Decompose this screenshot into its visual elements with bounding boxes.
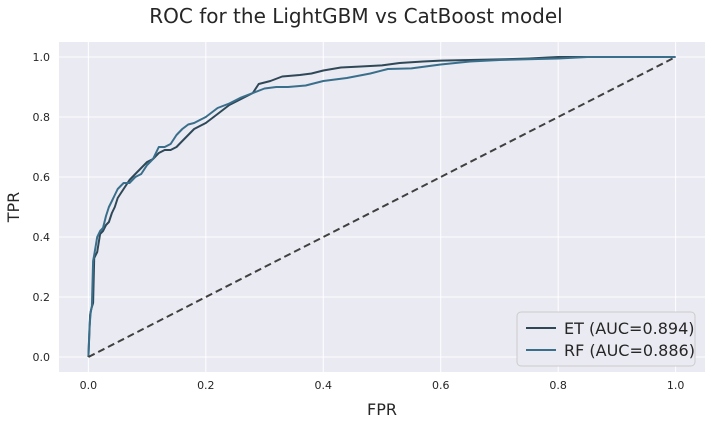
x-tick-label: 0.4 xyxy=(315,379,333,392)
chart-title: ROC for the LightGBM vs CatBoost model xyxy=(149,4,563,28)
legend: ET (AUC=0.894) RF (AUC=0.886) xyxy=(516,311,696,367)
y-axis-label: TPR xyxy=(4,192,23,224)
x-tick-label: 0.6 xyxy=(432,379,450,392)
y-tick-label: 0.0 xyxy=(33,351,51,364)
legend-box xyxy=(516,311,696,367)
y-tick-label: 0.8 xyxy=(33,111,51,124)
series-line-2 xyxy=(87,56,676,358)
x-tick-label: 0.8 xyxy=(549,379,567,392)
series-line-1 xyxy=(87,56,676,358)
legend-label: ET (AUC=0.894) xyxy=(564,319,695,338)
y-tick-label: 0.2 xyxy=(33,291,51,304)
x-tick-label: 0.2 xyxy=(197,379,215,392)
x-tick-label: 0.0 xyxy=(80,379,98,392)
y-tick-label: 0.4 xyxy=(33,231,51,244)
x-tick-label: 1.0 xyxy=(667,379,685,392)
x-axis-label: FPR xyxy=(367,400,397,419)
y-tick-label: 0.6 xyxy=(33,171,51,184)
y-tick-label: 1.0 xyxy=(33,51,51,64)
tick-labels: 0.0 0.2 0.4 0.6 0.8 1.0 0.0 0.2 0.4 0.6 0.8 1.0 xyxy=(33,51,685,392)
legend-label: RF (AUC=0.886) xyxy=(564,341,695,360)
series-layer xyxy=(87,56,677,358)
